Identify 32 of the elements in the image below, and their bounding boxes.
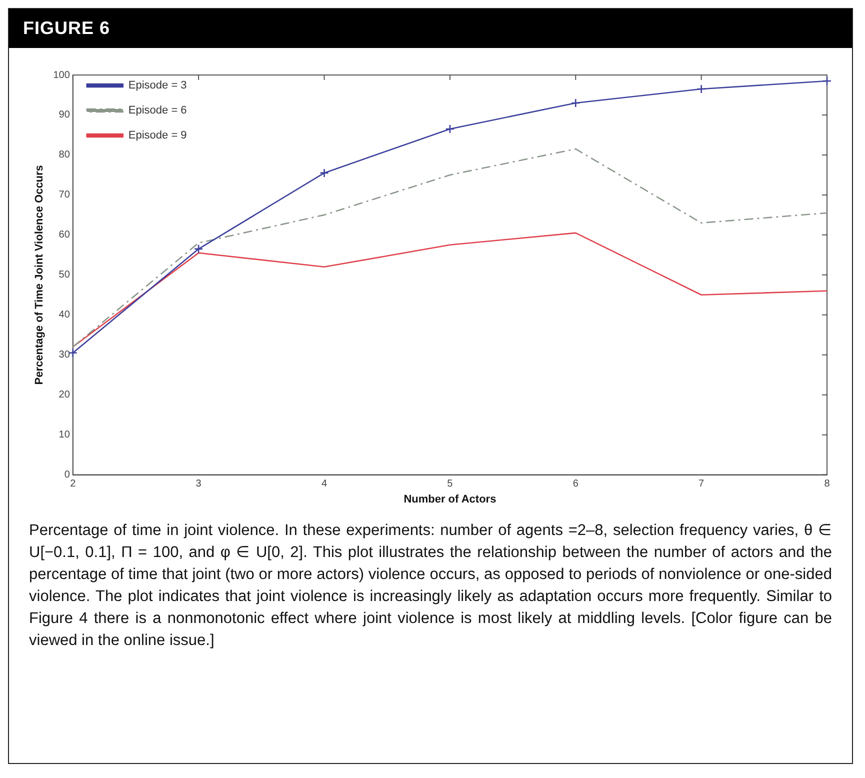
chart-title: FIGURE 6 bbox=[9, 9, 852, 48]
y-tick-label: 90 bbox=[58, 110, 70, 121]
point bbox=[696, 84, 706, 94]
point bbox=[822, 76, 832, 86]
x-tick-label: 4 bbox=[321, 478, 328, 490]
y-axis-title: Percentage of Time Joint Violence Occurs bbox=[34, 165, 46, 385]
y-tick-label: 70 bbox=[58, 190, 70, 201]
x-tick-label: 6 bbox=[572, 478, 579, 490]
y-tick-label: 30 bbox=[58, 350, 70, 361]
y-tick-label: 100 bbox=[53, 70, 70, 81]
x-tick-label: 7 bbox=[698, 478, 705, 490]
point bbox=[570, 98, 580, 108]
y-tick-label: 40 bbox=[58, 310, 70, 321]
x-tick-label: 2 bbox=[70, 478, 76, 490]
line-series bbox=[72, 148, 828, 348]
point bbox=[194, 244, 204, 254]
x-tick-label: 5 bbox=[447, 478, 454, 490]
legend-label: Episode = 9 bbox=[128, 130, 187, 142]
text: Percentage of time in joint violence. In these experiments: number of agents =2–8, selection frequency varies, θ ∈ U[−0.1, 0.1], Π = 100, and φ ∈ U[0, 2]. This plot illustrates the relationship between the number of actors and the percentage of time that joint (two or more actors) violence occurs, as opposed to periods of nonviolence or one-sided violence. The plot indicates that joint violence is increasingly likely as adaptation occurs more frequently. Similar to Figure 4 there is a nonmonotonic effect where joint violence is most likely at middling levels. [Color figure can be viewed in the online issue.] bbox=[29, 521, 832, 651]
y-tick-label: 80 bbox=[58, 150, 70, 161]
y-tick-label: 10 bbox=[58, 430, 70, 441]
x-axis-title: Number of Actors bbox=[404, 493, 496, 506]
legend-label: Episode = 6 bbox=[128, 104, 187, 117]
y-tick-label: 60 bbox=[58, 230, 70, 241]
x-tick-label: 3 bbox=[196, 478, 202, 490]
point bbox=[445, 124, 455, 134]
point bbox=[320, 168, 329, 178]
x-tick-label: 8 bbox=[824, 478, 830, 490]
y-tick-label: 20 bbox=[58, 390, 70, 401]
legend-label: Episode = 3 bbox=[128, 80, 187, 92]
y-tick-label: 50 bbox=[58, 270, 70, 281]
y-tick-label: 0 bbox=[64, 470, 70, 481]
